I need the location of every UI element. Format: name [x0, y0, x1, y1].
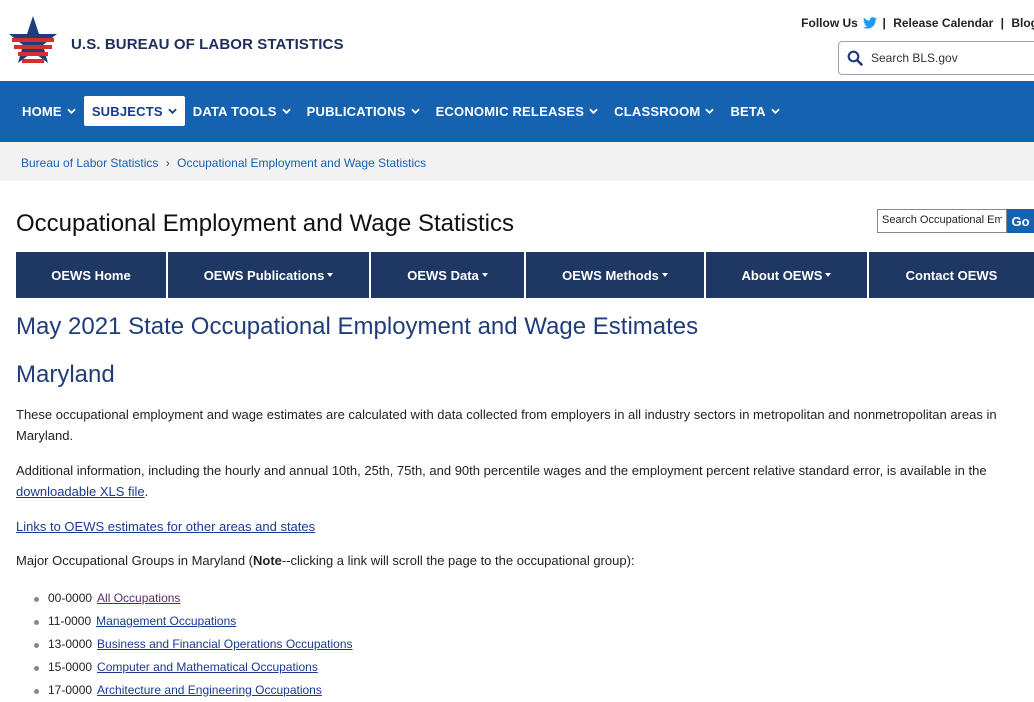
nav-label: PUBLICATIONS: [306, 103, 406, 119]
caret-down-icon: [661, 273, 668, 277]
nav-item-data-tools[interactable]: DATA TOOLS: [185, 96, 299, 126]
nav-item-subjects[interactable]: SUBJECTS: [83, 96, 185, 126]
site-search-input[interactable]: [871, 48, 1031, 68]
soc-code: 15-0000: [48, 659, 93, 674]
soc-code: 13-0000: [48, 636, 93, 651]
chevron-down-icon: [281, 108, 291, 114]
chevron-down-icon: [705, 108, 715, 114]
list-item: 00-0000 All Occupations: [34, 586, 353, 609]
list-item: 17-0000 Architecture and Engineering Occu…: [34, 678, 353, 701]
soc-code: 00-0000: [48, 590, 93, 605]
groups-prefix: Major Occupational Groups in Maryland (: [16, 553, 253, 568]
nav-item-classroom[interactable]: CLASSROOM: [606, 96, 722, 126]
nav-item-home[interactable]: HOME: [14, 96, 84, 126]
group-link[interactable]: Business and Financial Operations Occupa…: [97, 636, 353, 651]
main-nav: HOME SUBJECTS DATA TOOLS PUBLICATIONS EC…: [0, 81, 1034, 142]
chevron-down-icon: [67, 108, 76, 114]
release-heading: May 2021 State Occupational Employment a…: [16, 313, 699, 340]
program-search-input[interactable]: [878, 210, 1006, 230]
nav-label: DATA TOOLS: [192, 103, 277, 119]
blog-link[interactable]: Blog: [1011, 16, 1034, 30]
subnav-label: Contact OEWS: [905, 267, 998, 283]
chevron-down-icon: [770, 108, 780, 114]
subnav-label: OEWS Home: [51, 267, 131, 283]
additional-info-paragraph: Additional information, including the ho…: [16, 460, 1028, 502]
program-subnav: OEWS Home OEWS Publications OEWS Data OE…: [16, 252, 1034, 298]
subnav-label: OEWS Publications: [203, 267, 325, 283]
program-search: [877, 209, 1007, 233]
divider: |: [882, 16, 886, 30]
caret-down-icon: [825, 273, 832, 277]
nav-label: CLASSROOM: [614, 103, 701, 119]
subnav-about-oews[interactable]: About OEWS: [706, 252, 869, 298]
bls-logo-icon[interactable]: [8, 14, 58, 70]
main-nav-list: HOME SUBJECTS DATA TOOLS PUBLICATIONS EC…: [14, 96, 788, 126]
occupational-groups-list: 00-0000 All Occupations 11-0000 Management…: [34, 586, 353, 701]
utility-links: Follow Us | Release Calendar | Blog: [799, 16, 1034, 30]
nav-label: SUBJECTS: [91, 103, 163, 119]
nav-label: ECONOMIC RELEASES: [435, 103, 585, 119]
intro-paragraph: These occupational employment and wage e…: [16, 407, 997, 443]
twitter-icon[interactable]: [863, 17, 878, 29]
soc-code: 11-0000: [48, 613, 92, 628]
caret-down-icon: [481, 273, 488, 277]
bullet-icon: [34, 666, 39, 671]
state-heading: Maryland: [16, 361, 115, 388]
release-calendar-link[interactable]: Release Calendar: [893, 16, 994, 30]
breadcrumb-item[interactable]: Occupational Employment and Wage Statist…: [177, 156, 427, 170]
group-link[interactable]: All Occupations: [97, 590, 181, 605]
other-areas-link[interactable]: Links to OEWS estimates for other areas …: [16, 519, 316, 534]
breadcrumb-item[interactable]: Bureau of Labor Statistics: [21, 156, 159, 170]
groups-intro: Major Occupational Groups in Maryland (N…: [16, 550, 1028, 571]
bullet-icon: [34, 643, 39, 648]
group-link[interactable]: Management Occupations: [96, 613, 237, 628]
other-areas-paragraph: Links to OEWS estimates for other areas …: [16, 516, 1028, 537]
groups-suffix: --clicking a link will scroll the page t…: [281, 553, 635, 568]
subnav-oews-home[interactable]: OEWS Home: [16, 252, 168, 298]
page-title: Occupational Employment and Wage Statist…: [16, 210, 515, 237]
soc-code: 17-0000: [48, 682, 93, 697]
subnav-label: About OEWS: [741, 267, 823, 283]
subnav-oews-publications[interactable]: OEWS Publications: [168, 252, 371, 298]
follow-us-link[interactable]: Follow Us: [801, 16, 858, 30]
search-icon[interactable]: [847, 50, 863, 66]
nav-label: BETA: [730, 103, 766, 119]
bullet-icon: [34, 689, 39, 694]
period: .: [144, 484, 149, 499]
bullet-icon: [34, 597, 39, 602]
xls-download-link[interactable]: downloadable XLS file: [16, 484, 145, 499]
chevron-down-icon: [168, 108, 177, 114]
site-search: [838, 41, 1034, 75]
chevron-down-icon: [589, 108, 598, 114]
chevron-right-icon: ›: [165, 156, 170, 170]
group-link[interactable]: Computer and Mathematical Occupations: [97, 659, 318, 674]
note-label: Note: [253, 553, 282, 568]
list-item: 13-0000 Business and Financial Operations…: [34, 632, 353, 655]
additional-info-text: Additional information, including the ho…: [16, 463, 987, 478]
chevron-down-icon: [410, 108, 420, 114]
go-button[interactable]: Go: [1007, 209, 1034, 233]
subnav-oews-methods[interactable]: OEWS Methods: [526, 252, 706, 298]
nav-item-publications[interactable]: PUBLICATIONS: [299, 96, 428, 126]
group-link[interactable]: Architecture and Engineering Occupations: [97, 682, 322, 697]
agency-name[interactable]: U.S. BUREAU OF LABOR STATISTICS: [71, 36, 344, 53]
site-header: U.S. BUREAU OF LABOR STATISTICS Follow U…: [0, 0, 1034, 81]
subnav-label: OEWS Methods: [562, 267, 659, 283]
breadcrumb: Bureau of Labor Statistics › Occupationa…: [0, 142, 1034, 181]
list-item: 11-0000 Management Occupations: [34, 609, 353, 632]
caret-down-icon: [327, 273, 334, 277]
list-item: 15-0000 Computer and Mathematical Occupat…: [34, 655, 353, 678]
nav-label: HOME: [22, 103, 62, 119]
nav-item-economic-releases[interactable]: ECONOMIC RELEASES: [428, 96, 607, 126]
subnav-label: OEWS Data: [407, 267, 479, 283]
subnav-oews-data[interactable]: OEWS Data: [371, 252, 526, 298]
subnav-contact-oews[interactable]: Contact OEWS: [869, 252, 1034, 298]
bullet-icon: [34, 620, 39, 625]
divider: |: [1000, 16, 1004, 30]
nav-item-beta[interactable]: BETA: [722, 96, 787, 126]
